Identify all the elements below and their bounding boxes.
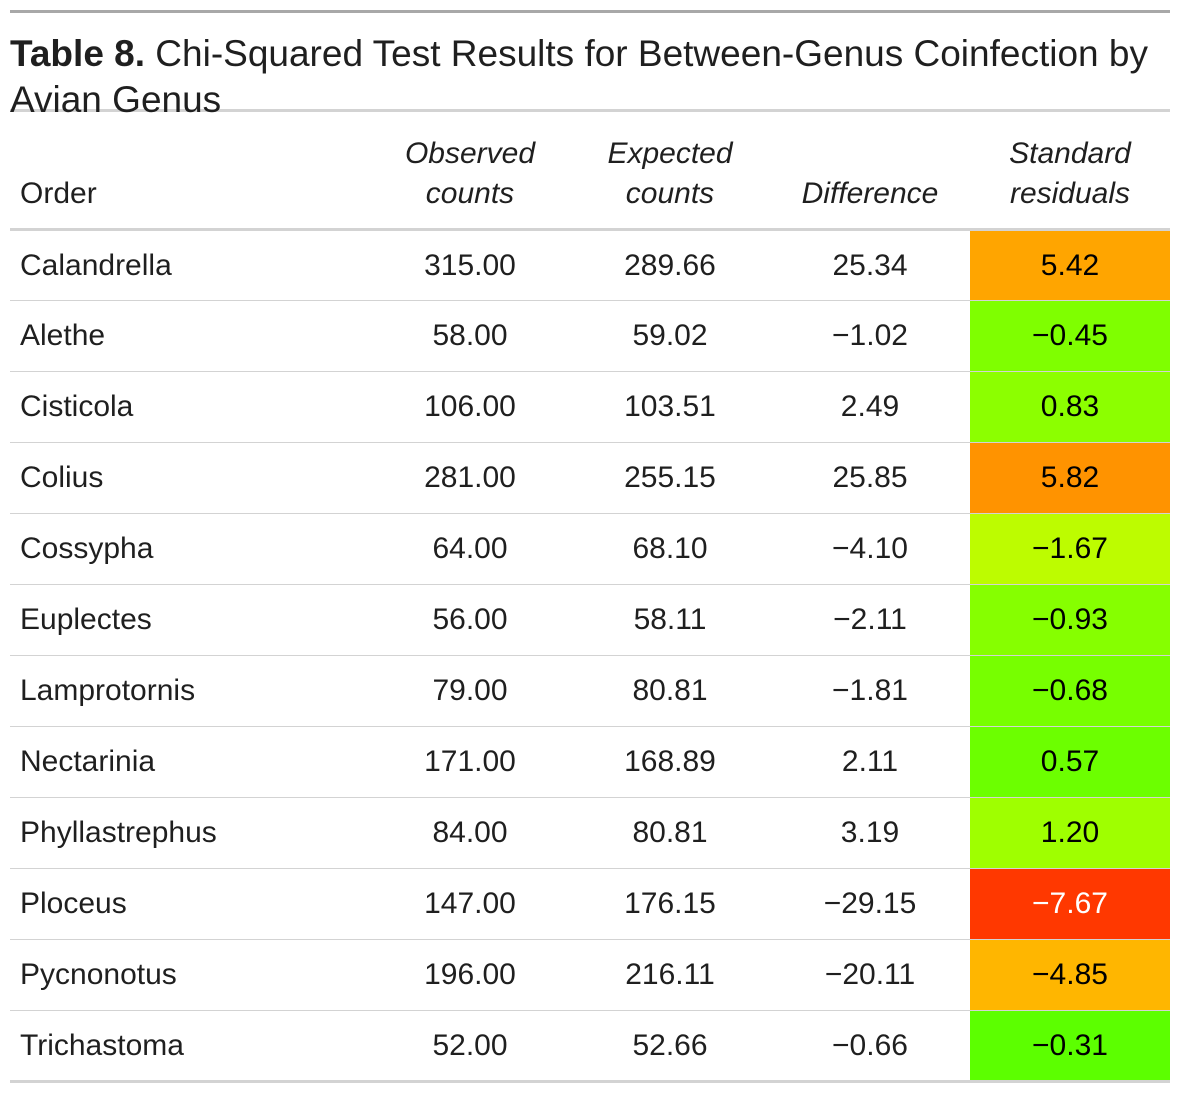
column-header-expected-line2: counts <box>625 177 715 210</box>
table-body: Calandrella 315.00 289.66 25.34 5.42 Ale… <box>10 229 1170 1083</box>
cell-residual: 0.57 <box>970 726 1170 798</box>
chi-squared-table: Order Observed counts Expected counts Di… <box>10 112 1170 1083</box>
cell-expected: 52.66 <box>570 1010 770 1083</box>
cell-order: Pycnonotus <box>10 939 370 1011</box>
cell-difference: 25.34 <box>770 229 970 301</box>
top-rule <box>10 10 1170 13</box>
cell-order: Alethe <box>10 300 370 372</box>
column-header-difference-label: Difference <box>801 177 939 210</box>
column-header-expected: Expected counts <box>570 112 770 231</box>
caption-title: Chi-Squared Test Results for Between-Gen… <box>10 33 1148 120</box>
cell-expected: 59.02 <box>570 300 770 372</box>
cell-difference: −20.11 <box>770 939 970 1011</box>
column-header-difference: Difference <box>770 112 970 231</box>
table-caption: Table 8. Chi-Squared Test Results for Be… <box>10 13 1170 120</box>
column-header-expected-line1: Expected <box>607 137 733 170</box>
cell-residual: −4.85 <box>970 939 1170 1011</box>
cell-residual: −0.68 <box>970 655 1170 727</box>
cell-observed: 52.00 <box>370 1010 570 1083</box>
column-header-order: Order <box>10 112 370 231</box>
table-row: Cossypha 64.00 68.10 −4.10 −1.67 <box>10 513 1170 585</box>
cell-observed: 58.00 <box>370 300 570 372</box>
cell-residual: −0.45 <box>970 300 1170 372</box>
cell-order: Calandrella <box>10 229 370 301</box>
column-header-residuals-line2: residuals <box>1009 177 1131 210</box>
cell-expected: 289.66 <box>570 229 770 301</box>
table-row: Alethe 58.00 59.02 −1.02 −0.45 <box>10 300 1170 372</box>
cell-observed: 64.00 <box>370 513 570 585</box>
cell-residual: 5.82 <box>970 442 1170 514</box>
cell-difference: −1.02 <box>770 300 970 372</box>
cell-observed: 196.00 <box>370 939 570 1011</box>
cell-residual: −7.67 <box>970 868 1170 940</box>
table-row: Colius 281.00 255.15 25.85 5.82 <box>10 442 1170 514</box>
table-row: Calandrella 315.00 289.66 25.34 5.42 <box>10 229 1170 301</box>
cell-residual: 1.20 <box>970 797 1170 869</box>
caption-label: Table 8. <box>10 33 146 74</box>
table-row: Lamprotornis 79.00 80.81 −1.81 −0.68 <box>10 655 1170 727</box>
cell-observed: 106.00 <box>370 371 570 443</box>
cell-observed: 79.00 <box>370 655 570 727</box>
cell-difference: −1.81 <box>770 655 970 727</box>
cell-expected: 80.81 <box>570 655 770 727</box>
results-table-container: Table 8. Chi-Squared Test Results for Be… <box>10 10 1170 1083</box>
cell-observed: 147.00 <box>370 868 570 940</box>
column-header-order-label: Order <box>20 177 97 210</box>
cell-observed: 171.00 <box>370 726 570 798</box>
cell-expected: 176.15 <box>570 868 770 940</box>
column-header-observed-line1: Observed <box>404 137 536 170</box>
cell-order: Ploceus <box>10 868 370 940</box>
cell-residual: 5.42 <box>970 229 1170 301</box>
cell-difference: 3.19 <box>770 797 970 869</box>
cell-residual: 0.83 <box>970 371 1170 443</box>
cell-order: Trichastoma <box>10 1010 370 1083</box>
cell-observed: 84.00 <box>370 797 570 869</box>
cell-order: Colius <box>10 442 370 514</box>
cell-residual: −0.31 <box>970 1010 1170 1083</box>
table-row: Euplectes 56.00 58.11 −2.11 −0.93 <box>10 584 1170 656</box>
cell-difference: −0.66 <box>770 1010 970 1083</box>
cell-expected: 68.10 <box>570 513 770 585</box>
cell-order: Nectarinia <box>10 726 370 798</box>
table-row: Ploceus 147.00 176.15 −29.15 −7.67 <box>10 868 1170 940</box>
cell-residual: −0.93 <box>970 584 1170 656</box>
cell-order: Lamprotornis <box>10 655 370 727</box>
header-row: Order Observed counts Expected counts Di… <box>10 112 1170 231</box>
column-header-residuals: Standard residuals <box>970 112 1170 231</box>
table-row: Nectarinia 171.00 168.89 2.11 0.57 <box>10 726 1170 798</box>
cell-difference: 2.49 <box>770 371 970 443</box>
cell-order: Cisticola <box>10 371 370 443</box>
table-row: Pycnonotus 196.00 216.11 −20.11 −4.85 <box>10 939 1170 1011</box>
table-row: Cisticola 106.00 103.51 2.49 0.83 <box>10 371 1170 443</box>
column-header-residuals-line1: Standard <box>1009 137 1131 170</box>
cell-expected: 80.81 <box>570 797 770 869</box>
cell-expected: 168.89 <box>570 726 770 798</box>
cell-order: Euplectes <box>10 584 370 656</box>
cell-observed: 56.00 <box>370 584 570 656</box>
cell-expected: 58.11 <box>570 584 770 656</box>
table-row: Trichastoma 52.00 52.66 −0.66 −0.31 <box>10 1010 1170 1083</box>
cell-difference: 2.11 <box>770 726 970 798</box>
cell-difference: 25.85 <box>770 442 970 514</box>
cell-residual: −1.67 <box>970 513 1170 585</box>
table-row: Phyllastrephus 84.00 80.81 3.19 1.20 <box>10 797 1170 869</box>
cell-expected: 216.11 <box>570 939 770 1011</box>
cell-observed: 315.00 <box>370 229 570 301</box>
cell-difference: −4.10 <box>770 513 970 585</box>
cell-order: Phyllastrephus <box>10 797 370 869</box>
cell-expected: 103.51 <box>570 371 770 443</box>
column-header-observed-line2: counts <box>425 177 515 210</box>
cell-observed: 281.00 <box>370 442 570 514</box>
cell-difference: −2.11 <box>770 584 970 656</box>
cell-expected: 255.15 <box>570 442 770 514</box>
column-header-observed: Observed counts <box>370 112 570 231</box>
cell-order: Cossypha <box>10 513 370 585</box>
cell-difference: −29.15 <box>770 868 970 940</box>
